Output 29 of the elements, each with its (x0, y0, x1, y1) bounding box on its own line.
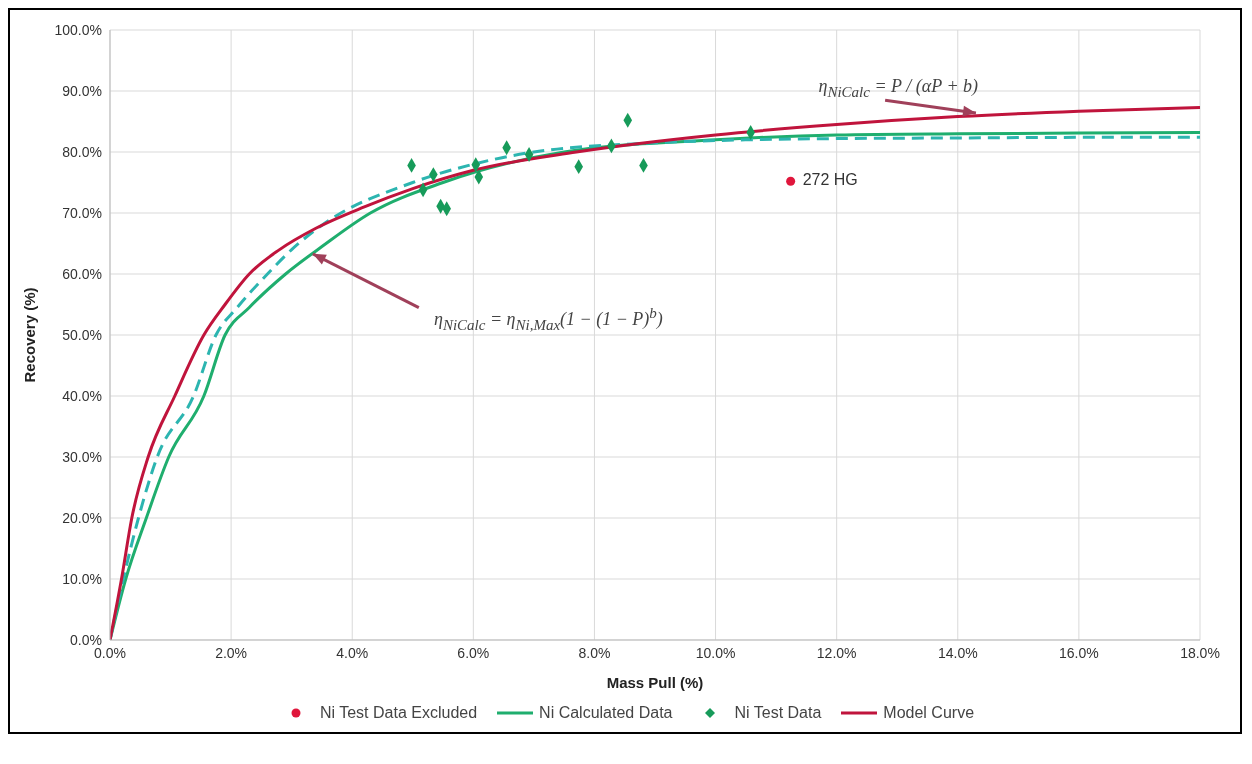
y-tick-label: 100.0% (54, 21, 102, 38)
x-tick-label: 12.0% (816, 644, 857, 661)
legend-label: Ni Calculated Data (539, 704, 673, 722)
y-tick-label: 90.0% (62, 82, 102, 99)
legend-label: Ni Test Data (734, 704, 822, 722)
y-tick-label: 20.0% (62, 509, 102, 526)
y-tick-label: 30.0% (62, 448, 102, 465)
legend-label: Ni Test Data Excluded (319, 704, 478, 722)
x-tick-label: 2.0% (215, 644, 248, 661)
y-tick-label: 60.0% (62, 265, 102, 282)
x-tick-label: 4.0% (336, 644, 369, 661)
x-tick-label: 8.0% (578, 644, 611, 661)
y-tick-label: 50.0% (62, 326, 102, 343)
x-tick-label: 18.0% (1180, 644, 1220, 661)
point (786, 176, 796, 186)
annotation: η$_{NiCalc}$ = η$_{Ni,Max}$(1 − (1 − P)$^{b}$) (433, 304, 663, 334)
y-tick-label: 40.0% (62, 387, 102, 404)
annotation: η$_{NiCalc}$ = P / (αP + b) (818, 75, 979, 101)
annotation: 272 HG (802, 171, 858, 190)
y-axis-title: Recovery (%) (21, 287, 39, 383)
y-tick-label: 70.0% (62, 204, 102, 221)
x-axis-title: Mass Pull (%) (606, 674, 704, 691)
y-tick-label: 10.0% (62, 570, 102, 587)
x-tick-label: 10.0% (695, 644, 736, 661)
x-tick-label: 14.0% (937, 644, 978, 661)
x-tick-label: 16.0% (1059, 644, 1099, 661)
x-tick-label: 6.0% (457, 644, 490, 661)
legend-label: Model Curve (883, 704, 975, 722)
y-tick-label: 80.0% (62, 143, 102, 160)
